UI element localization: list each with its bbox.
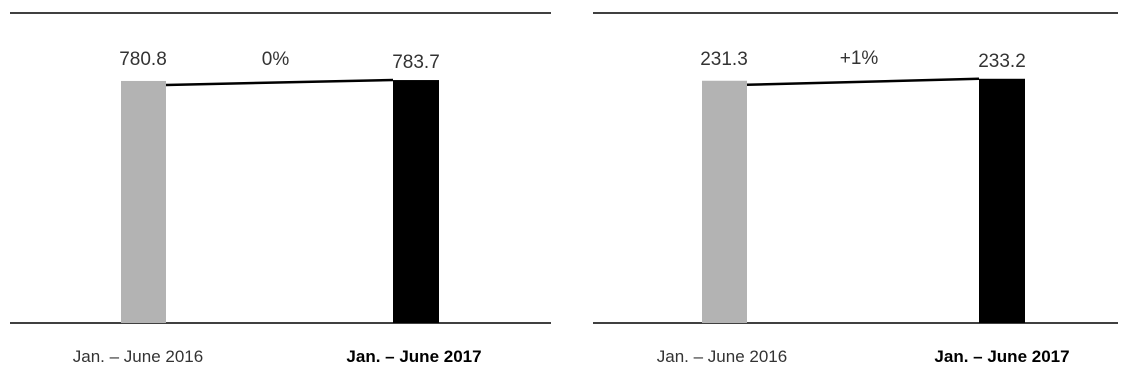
change-label: 0% (262, 49, 290, 70)
chart-left: 780.8 783.7 0% Jan. – June 2016 Jan. – J… (10, 12, 551, 366)
category-label-2017: Jan. – June 2017 (346, 347, 481, 366)
bar-2016 (121, 80, 166, 324)
change-label: +1% (840, 48, 879, 69)
value-label-2017: 783.7 (392, 52, 440, 73)
value-label-2016: 231.3 (700, 49, 748, 70)
connector-line (746, 77, 980, 87)
connector-line (165, 78, 394, 87)
category-label-2016: Jan. – June 2016 (73, 347, 203, 366)
category-label-2017: Jan. – June 2017 (934, 347, 1069, 366)
bar-2017 (393, 80, 439, 323)
value-label-2017: 233.2 (978, 51, 1026, 72)
bar-2017 (979, 78, 1025, 324)
bar-2016 (702, 80, 747, 323)
chart-right: 231.3 233.2 +1% Jan. – June 2016 Jan. – … (593, 12, 1118, 366)
category-label-2016: Jan. – June 2016 (657, 347, 787, 366)
value-label-2016: 780.8 (119, 49, 167, 70)
